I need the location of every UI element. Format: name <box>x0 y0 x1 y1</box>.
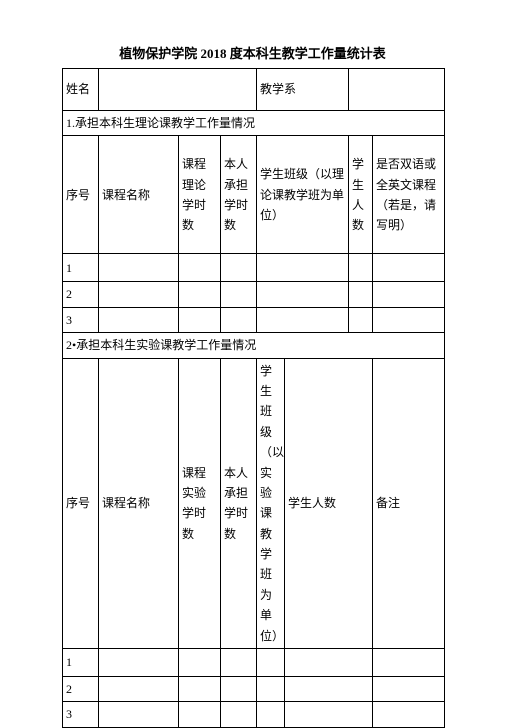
s1-r1-self <box>221 254 257 282</box>
main-table: 姓名 教学系 1.承担本科生理论课教学工作量情况 序号 课程名称 课程理论学时数… <box>62 68 445 728</box>
section1-heading: 1.承担本科生理论课教学工作量情况 <box>63 111 445 136</box>
s1-h-class: 学生班级（以理论课教学班为单位） <box>257 136 349 254</box>
s1-r3-self <box>221 307 257 332</box>
s2-r3-lab <box>179 702 221 727</box>
s1-h-bilingual: 是否双语或全英文课程（若是，请写明） <box>373 136 445 254</box>
s1-r2-self <box>221 282 257 307</box>
s2-r2-stu <box>285 677 373 702</box>
s1-r3-seq: 3 <box>63 307 99 332</box>
s1-r1-theory <box>179 254 221 282</box>
s2-h-stu-count: 学生人数 <box>285 358 373 648</box>
s2-h-seq: 序号 <box>63 358 99 648</box>
s2-r3-course <box>99 702 179 727</box>
s2-r1-stu <box>285 649 373 677</box>
s1-h-theory-hours: 课程理论学时数 <box>179 136 221 254</box>
s2-r2-class <box>257 677 285 702</box>
s2-r1-self <box>221 649 257 677</box>
s1-h-stu-count: 学生人数 <box>349 136 373 254</box>
s2-r2-self <box>221 677 257 702</box>
s1-r2-theory <box>179 282 221 307</box>
s1-r1-stu <box>349 254 373 282</box>
s2-r3-seq: 3 <box>63 702 99 727</box>
s1-r2-seq: 2 <box>63 282 99 307</box>
s1-r1-seq: 1 <box>63 254 99 282</box>
s1-r3-course <box>99 307 179 332</box>
s2-h-self-hours: 本人承担学时数 <box>221 358 257 648</box>
page-title: 植物保护学院 2018 度本科生教学工作量统计表 <box>0 0 505 68</box>
s1-r3-class <box>257 307 349 332</box>
s1-r1-bil <box>373 254 445 282</box>
s2-h-remark: 备注 <box>373 358 445 648</box>
s1-r1-course <box>99 254 179 282</box>
s2-h-class: 学生班级（以实验课教学班为单位） <box>257 358 285 648</box>
s2-r1-remark <box>373 649 445 677</box>
s2-r3-remark <box>373 702 445 727</box>
s2-r2-remark <box>373 677 445 702</box>
value-name <box>99 69 257 111</box>
s2-r1-seq: 1 <box>63 649 99 677</box>
s2-r3-self <box>221 702 257 727</box>
s1-r2-stu <box>349 282 373 307</box>
s2-r1-lab <box>179 649 221 677</box>
s2-r2-course <box>99 677 179 702</box>
s1-r2-course <box>99 282 179 307</box>
s2-h-course: 课程名称 <box>99 358 179 648</box>
s1-r2-class <box>257 282 349 307</box>
s2-r1-course <box>99 649 179 677</box>
label-name: 姓名 <box>63 69 99 111</box>
s2-r3-stu <box>285 702 373 727</box>
section2-heading: 2•承担本科生实验课教学工作量情况 <box>63 333 445 358</box>
s1-h-seq: 序号 <box>63 136 99 254</box>
s2-r2-seq: 2 <box>63 677 99 702</box>
s1-r3-bil <box>373 307 445 332</box>
s1-r3-stu <box>349 307 373 332</box>
s1-h-course: 课程名称 <box>99 136 179 254</box>
s1-r1-class <box>257 254 349 282</box>
s2-r3-class <box>257 702 285 727</box>
label-dept: 教学系 <box>257 69 349 111</box>
s1-h-self-hours: 本人承担学时数 <box>221 136 257 254</box>
s2-h-lab-hours: 课程实验学时数 <box>179 358 221 648</box>
s2-r1-class <box>257 649 285 677</box>
s2-r2-lab <box>179 677 221 702</box>
s1-r3-theory <box>179 307 221 332</box>
value-dept <box>349 69 445 111</box>
s1-r2-bil <box>373 282 445 307</box>
